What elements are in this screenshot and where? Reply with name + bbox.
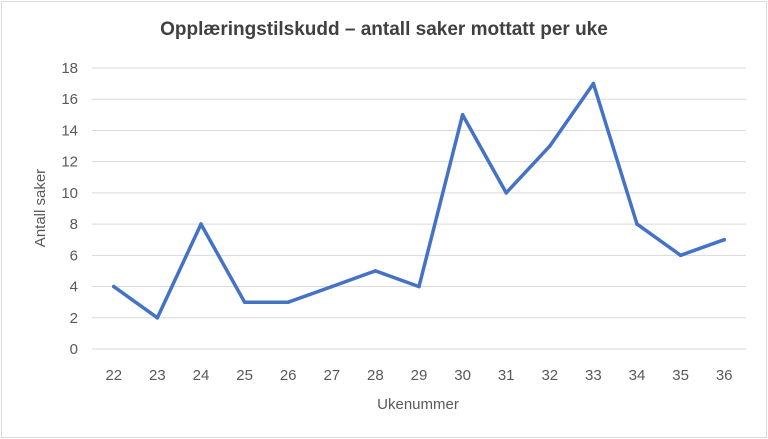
y-tick-labels: 0 2 4 6 8 10 12 14 16 18 — [61, 60, 78, 358]
gridlines — [92, 67, 746, 350]
x-axis-title: Ukenummer — [377, 396, 459, 413]
y-tick-label: 16 — [61, 91, 78, 108]
x-tick-label: 34 — [629, 367, 646, 384]
data-point-29 — [417, 284, 421, 289]
data-point-23 — [155, 315, 160, 320]
y-tick-label: 14 — [61, 122, 78, 139]
y-tick-label: 6 — [70, 247, 78, 264]
series-line — [112, 81, 726, 320]
y-tick-label: 2 — [70, 310, 78, 327]
data-point-22 — [112, 284, 116, 289]
data-point-35 — [678, 253, 683, 258]
data-point-28 — [373, 269, 378, 273]
x-tick-label: 36 — [716, 367, 733, 384]
x-tick-label: 28 — [367, 367, 384, 384]
x-tick-labels: 22 23 24 25 26 27 28 29 30 31 32 33 34 35 36 — [105, 367, 732, 384]
x-tick-label: 35 — [672, 367, 689, 384]
x-tick-label: 33 — [585, 367, 602, 384]
x-tick-label: 27 — [323, 367, 340, 384]
chart-title: Opplæringstilskudd – antall saker mottat… — [160, 19, 608, 40]
data-point-30 — [460, 113, 465, 117]
data-point-27 — [330, 284, 334, 289]
x-tick-label: 31 — [498, 367, 515, 384]
data-point-33 — [591, 81, 596, 86]
data-point-24 — [199, 222, 203, 226]
data-point-34 — [635, 222, 639, 226]
x-tick-label: 30 — [454, 367, 471, 384]
data-point-36 — [722, 237, 726, 242]
data-point-31 — [504, 191, 509, 195]
series-layer — [112, 81, 726, 320]
x-tick-label: 29 — [411, 367, 428, 384]
y-tick-label: 18 — [61, 60, 78, 77]
y-tick-label: 0 — [70, 341, 78, 358]
data-point-26 — [286, 300, 291, 304]
y-tick-label: 10 — [61, 185, 78, 202]
x-tick-label: 22 — [105, 367, 122, 384]
y-tick-label: 4 — [70, 279, 78, 296]
x-tick-label: 26 — [280, 367, 297, 384]
y-axis-title: Antall saker — [32, 169, 49, 247]
y-tick-label: 12 — [61, 154, 78, 171]
x-tick-label: 23 — [149, 367, 166, 384]
x-tick-label: 24 — [193, 367, 210, 384]
x-tick-label: 32 — [541, 367, 558, 384]
data-point-25 — [242, 300, 247, 304]
data-point-32 — [548, 144, 552, 148]
x-tick-label: 25 — [236, 367, 253, 384]
y-tick-label: 8 — [70, 216, 78, 233]
